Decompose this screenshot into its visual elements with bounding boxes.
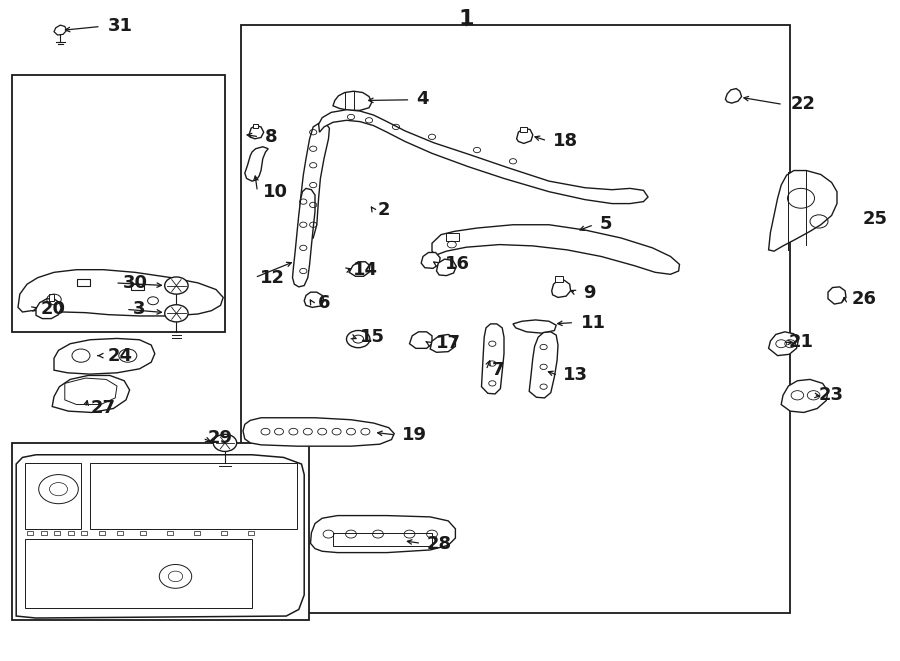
Polygon shape <box>299 122 329 241</box>
Polygon shape <box>36 299 61 319</box>
Text: 10: 10 <box>263 182 288 201</box>
Bar <box>194 531 200 535</box>
Polygon shape <box>436 259 456 276</box>
Text: 23: 23 <box>819 386 844 405</box>
Polygon shape <box>292 188 315 287</box>
Polygon shape <box>529 332 558 398</box>
Bar <box>81 531 87 535</box>
Text: 15: 15 <box>360 328 385 346</box>
Bar <box>248 531 254 535</box>
Polygon shape <box>769 171 837 251</box>
Bar <box>241 25 790 613</box>
Text: 4: 4 <box>416 90 428 108</box>
Polygon shape <box>349 262 370 276</box>
Polygon shape <box>482 324 504 394</box>
Polygon shape <box>446 233 459 241</box>
Text: 27: 27 <box>91 399 116 417</box>
Polygon shape <box>410 332 432 348</box>
Text: 26: 26 <box>851 290 877 308</box>
Polygon shape <box>49 294 54 301</box>
Text: 7: 7 <box>491 361 504 379</box>
Polygon shape <box>430 334 455 352</box>
Text: 24: 24 <box>108 346 133 365</box>
Bar <box>140 531 146 535</box>
Polygon shape <box>52 375 130 412</box>
Bar <box>12 75 225 332</box>
Circle shape <box>165 277 188 294</box>
Polygon shape <box>555 276 562 282</box>
Polygon shape <box>245 147 268 181</box>
Text: 5: 5 <box>599 215 612 233</box>
Text: 29: 29 <box>208 429 233 447</box>
Text: 1: 1 <box>458 9 474 28</box>
Bar <box>99 531 105 535</box>
Polygon shape <box>243 418 394 446</box>
Text: 16: 16 <box>445 255 470 274</box>
Text: 20: 20 <box>40 299 66 318</box>
Polygon shape <box>319 110 648 204</box>
Bar <box>54 531 60 535</box>
Circle shape <box>346 330 370 348</box>
Text: 9: 9 <box>583 284 596 302</box>
Bar <box>333 533 432 546</box>
Circle shape <box>213 434 237 451</box>
Polygon shape <box>304 292 324 307</box>
Bar <box>68 531 74 535</box>
Polygon shape <box>54 338 155 374</box>
Polygon shape <box>725 89 742 103</box>
Polygon shape <box>130 284 144 290</box>
Polygon shape <box>517 128 533 143</box>
Polygon shape <box>253 124 258 128</box>
Text: 22: 22 <box>790 95 815 114</box>
Bar <box>117 531 123 535</box>
Bar <box>40 531 47 535</box>
Polygon shape <box>54 25 67 35</box>
Text: 25: 25 <box>862 210 887 229</box>
Circle shape <box>165 305 188 322</box>
Text: 8: 8 <box>265 128 277 146</box>
Text: 13: 13 <box>563 366 589 385</box>
Text: 30: 30 <box>122 274 148 292</box>
Polygon shape <box>781 379 828 412</box>
Polygon shape <box>16 455 304 618</box>
Text: 21: 21 <box>788 333 814 352</box>
Polygon shape <box>76 279 90 286</box>
Polygon shape <box>552 280 571 297</box>
Text: 2: 2 <box>378 201 391 219</box>
Text: 28: 28 <box>427 535 452 553</box>
Polygon shape <box>249 126 264 139</box>
Text: 3: 3 <box>133 300 146 319</box>
Text: 17: 17 <box>436 334 461 352</box>
Bar <box>166 531 173 535</box>
Text: 18: 18 <box>553 132 578 150</box>
Polygon shape <box>432 225 680 274</box>
Polygon shape <box>310 516 455 553</box>
Polygon shape <box>421 253 440 268</box>
Text: 14: 14 <box>353 261 378 280</box>
Polygon shape <box>828 287 846 304</box>
Polygon shape <box>520 127 526 132</box>
Text: 11: 11 <box>581 313 607 332</box>
Text: 31: 31 <box>108 17 133 36</box>
Polygon shape <box>333 91 372 110</box>
Bar <box>220 531 227 535</box>
Text: 6: 6 <box>318 294 330 313</box>
Polygon shape <box>769 332 798 356</box>
Bar <box>27 531 33 535</box>
Text: 12: 12 <box>260 268 285 287</box>
Polygon shape <box>18 270 223 316</box>
Text: 19: 19 <box>402 426 428 444</box>
Polygon shape <box>513 320 556 333</box>
Bar <box>12 443 309 620</box>
